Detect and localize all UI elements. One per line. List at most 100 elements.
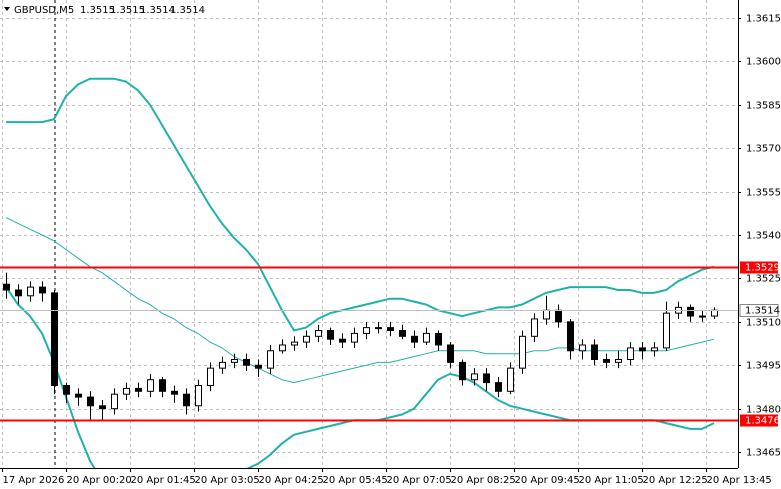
candle-body	[339, 338, 346, 343]
plot	[0, 77, 738, 468]
candle-body	[447, 344, 454, 363]
quote-value: 1.3515	[80, 5, 115, 16]
x-tick-label: 20 Apr 12:25	[643, 475, 708, 486]
candle-body	[135, 387, 142, 392]
candle-body	[183, 393, 190, 407]
labels: 1.35151.35151.35141.35141.36151.36001.35…	[2, 5, 781, 486]
candle-body	[303, 335, 310, 343]
candle-body	[651, 347, 658, 352]
candle-body	[399, 330, 406, 337]
candle-body	[363, 327, 370, 334]
candle-body	[159, 379, 166, 392]
y-tick-label: 1.3570	[746, 144, 781, 155]
quote-value: 1.3514	[140, 5, 175, 16]
candle-body	[639, 347, 646, 352]
level-box	[740, 414, 778, 427]
candle-body	[555, 309, 562, 323]
candle-body	[39, 286, 46, 294]
y-tick-label: 1.3480	[746, 405, 781, 416]
candle-body	[699, 315, 706, 318]
y-tick-label: 1.3495	[746, 361, 781, 372]
last-price-box	[739, 304, 779, 317]
candle-body	[219, 361, 226, 369]
candle-body	[519, 335, 526, 369]
band-upper	[6, 77, 715, 332]
level-label: 1.3476	[745, 416, 780, 427]
x-tick-label: 20 Apr 01:45	[131, 475, 196, 486]
x-tick-label: 20 Apr 05:45	[323, 475, 388, 486]
candle-body	[63, 385, 70, 395]
candle-body	[255, 364, 262, 369]
candle-body	[711, 309, 718, 317]
candle-body	[375, 327, 382, 330]
x-tick-label: 20 Apr 11:05	[579, 475, 644, 486]
last-price-label: 1.3514	[745, 306, 780, 317]
candle-body	[579, 344, 586, 352]
candle-body	[423, 332, 430, 343]
candle-body	[87, 396, 94, 407]
candle-body	[291, 341, 298, 346]
y-tick-label: 1.3615	[746, 14, 781, 25]
candle-body	[27, 286, 34, 297]
candle-body	[267, 350, 274, 369]
x-tick-label: 20 Apr 07:05	[387, 475, 452, 486]
y-tick-label: 1.3510	[746, 318, 781, 329]
quote-value: 1.3515	[110, 5, 145, 16]
x-tick-label: 20 Apr 03:05	[195, 475, 260, 486]
candle-body	[279, 344, 286, 352]
level-box	[740, 261, 778, 274]
candle-body	[567, 321, 574, 352]
candle-body	[627, 347, 634, 360]
candle-body	[99, 405, 106, 410]
candle-body	[531, 318, 538, 337]
symbol-title: GBPUSD,M5	[14, 5, 74, 16]
candle-body	[327, 330, 334, 340]
x-tick-label: 20 Apr 09:45	[515, 475, 580, 486]
grid	[0, 0, 738, 468]
y-tick-label: 1.3465	[746, 448, 781, 459]
candle-body	[75, 393, 82, 398]
candle-body	[435, 332, 442, 346]
candle-body	[171, 390, 178, 395]
candle-body	[411, 335, 418, 343]
x-tick-label: 20 Apr 08:25	[451, 475, 516, 486]
quote-value: 1.3514	[170, 5, 205, 16]
y-tick-label: 1.3600	[746, 57, 781, 68]
level-label: 1.3529	[745, 263, 780, 274]
candle-body	[111, 393, 118, 410]
y-tick-label: 1.3585	[746, 101, 781, 112]
candle-body	[387, 327, 394, 332]
candle-body	[483, 373, 490, 384]
menu-icon[interactable]	[4, 7, 10, 11]
x-tick-label: 17 Apr 2026	[3, 475, 65, 486]
candle-body	[15, 289, 22, 297]
candle-body	[459, 361, 466, 381]
candle-body	[663, 312, 670, 349]
candle-body	[207, 367, 214, 387]
y-tick-label: 1.3540	[746, 231, 781, 242]
candle-body	[51, 292, 58, 387]
candle-body	[231, 358, 238, 363]
candle-body	[351, 332, 358, 343]
x-tick-label: 20 Apr 00:20	[67, 475, 132, 486]
candle-body	[615, 358, 622, 363]
candle-body	[603, 358, 610, 363]
x-tick-label: 20 Apr 13:45	[707, 475, 772, 486]
candle-body	[687, 306, 694, 317]
candle-body	[123, 387, 130, 395]
y-tick-label: 1.3555	[746, 188, 781, 199]
candle-body	[507, 367, 514, 392]
candle-body	[315, 330, 322, 337]
candle-body	[543, 309, 550, 320]
candle-body	[195, 385, 202, 407]
candle-body	[471, 373, 478, 381]
candle-body	[591, 344, 598, 360]
candle-body	[147, 379, 154, 392]
candle-body	[495, 382, 502, 392]
x-tick-label: 20 Apr 04:25	[259, 475, 324, 486]
candle-body	[243, 358, 250, 366]
candle-body	[3, 283, 10, 291]
y-tick-label: 1.3525	[746, 274, 781, 285]
